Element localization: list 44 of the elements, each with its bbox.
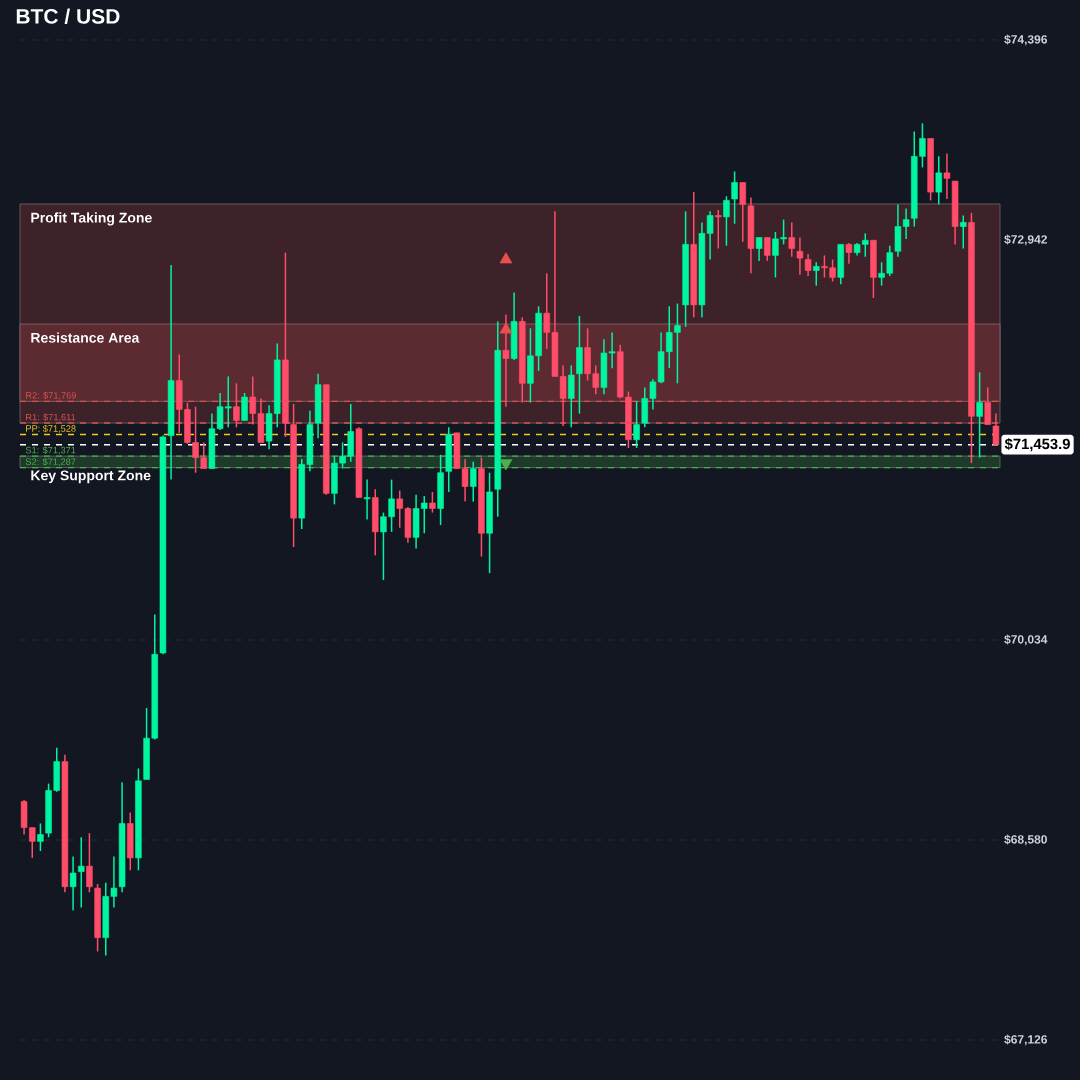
candlestick <box>470 460 477 503</box>
candlestick <box>804 253 812 277</box>
candlestick <box>78 836 85 909</box>
candlestick <box>233 382 240 429</box>
candlestick <box>731 170 738 225</box>
ref-line-label: R2: $71,769 <box>26 391 76 400</box>
candlestick <box>37 822 44 852</box>
y-tick-label: $68,580 <box>1004 834 1047 846</box>
candlestick <box>992 412 1000 446</box>
candlestick <box>845 242 853 265</box>
candlestick <box>723 195 730 247</box>
candlestick <box>755 236 763 262</box>
candlestick <box>69 855 77 911</box>
band-label: Profit Taking Zone <box>31 212 152 226</box>
band-label: Key Support Zone <box>31 470 151 484</box>
candlestick <box>943 152 951 200</box>
candlestick <box>363 478 371 521</box>
candlestick <box>788 221 796 258</box>
band-label: Resistance Area <box>31 332 140 343</box>
candlestick <box>764 236 771 262</box>
chart-title: BTC / USD <box>16 8 120 25</box>
candlestick <box>935 155 942 206</box>
candlestick <box>429 491 436 514</box>
candlestick <box>715 209 722 250</box>
candlestick <box>241 392 248 422</box>
ref-line-label: R1: $71,611 <box>26 413 76 422</box>
y-tick-label: $70,034 <box>1004 634 1048 646</box>
candlestick <box>960 214 967 250</box>
y-tick-label: $67,126 <box>1004 1034 1048 1046</box>
y-tick-label: $74,396 <box>1004 34 1048 46</box>
candlestick <box>984 386 992 426</box>
candlestick <box>813 261 820 287</box>
candlestick <box>976 371 983 459</box>
ref-line-label: S1: $71,371 <box>25 446 76 455</box>
candlestick <box>633 400 640 449</box>
candlestick <box>86 832 93 894</box>
candlestick <box>502 313 510 408</box>
candlestick <box>739 181 746 243</box>
y-tick-label: $72,942 <box>1004 234 1047 246</box>
candlestick <box>568 364 575 429</box>
ref-line-label: $71,453.9 <box>1004 438 1070 452</box>
candlestick <box>796 236 804 276</box>
ref-line-label: PP: $71,528 <box>26 424 76 433</box>
ref-line-label: S2: $71,287 <box>25 458 76 467</box>
